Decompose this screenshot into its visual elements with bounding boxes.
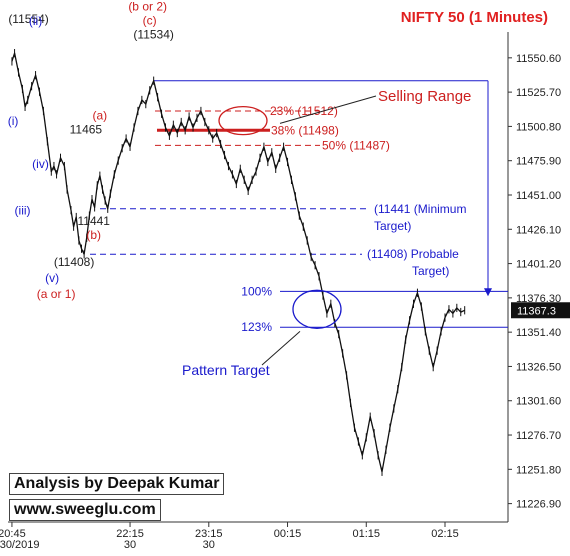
level-label: 123%: [241, 320, 272, 334]
y-tick-label: 11326.50: [516, 361, 561, 373]
x-tick-sublabel: 30: [203, 539, 215, 551]
x-tick-label: 22:15: [116, 528, 144, 540]
annotations: Selling Range Pattern Target: [182, 88, 471, 378]
pattern-target-ellipse: [292, 289, 342, 329]
selling-range-pointer: [279, 95, 377, 124]
wave-label: (11408): [54, 255, 94, 269]
y-tick-label: 11376.30: [516, 293, 561, 305]
pattern-target-label: Pattern Target: [182, 362, 270, 378]
level-label-line2: Target): [412, 264, 449, 278]
level-label: 100%: [241, 284, 272, 298]
analysis-by-label: Analysis by Deepak Kumar: [9, 473, 225, 495]
x-tick-label: 02:15: [431, 528, 459, 540]
selling-range-ellipse: [218, 105, 268, 136]
wave-label: (11554): [8, 12, 48, 26]
y-tick-label: 11351.40: [516, 327, 561, 339]
projection-arrowhead: [484, 288, 492, 297]
wave-label: (iv): [32, 157, 49, 171]
wave-label: (v): [45, 271, 59, 285]
x-tick-label: 20:45: [0, 528, 26, 540]
level-label: 23% (11512): [270, 104, 338, 118]
wave-label: (a or 1): [37, 287, 76, 301]
wave-label: 11441: [77, 214, 110, 228]
wave-label: (b): [86, 228, 101, 242]
y-tick-label: 11401.20: [516, 259, 561, 271]
y-tick-label: 11550.60: [516, 53, 561, 65]
x-tick-sublabel: 09/30/2019: [0, 539, 39, 551]
y-tick-label: 11251.80: [516, 464, 561, 476]
level-label: 38% (11498): [271, 123, 339, 137]
axes: 11550.60 11525.70 11500.80 11475.90 11451.00…: [0, 32, 561, 551]
chart-title: NIFTY 50 (1 Minutes): [401, 9, 548, 26]
wave-label: (b or 2): [128, 0, 167, 14]
x-tick-label: 23:15: [195, 528, 223, 540]
wave-label: (a): [93, 109, 108, 123]
y-tick-label: 11276.70: [516, 430, 561, 442]
wave-label: (c): [143, 14, 157, 28]
price-series: 11367.3: [11, 49, 570, 476]
wave-label: (ii): [29, 14, 42, 28]
y-tick-label: 11451.00: [516, 190, 561, 202]
last-price-box: [511, 302, 570, 319]
x-tick-label: 00:15: [274, 528, 302, 540]
pattern-target-pointer: [261, 330, 301, 366]
level-label-line2: Target): [374, 219, 411, 233]
wave-labels: (11554)(ii) (i) (iv) (iii) (a)11465 11441(b) (…: [8, 0, 174, 301]
website-label: www.sweeglu.com: [9, 499, 161, 521]
wave-label: (i): [8, 114, 19, 128]
level-label: (11441 (Minimum: [374, 202, 466, 216]
y-tick-label: 11525.70: [516, 87, 561, 99]
y-tick-label: 11301.60: [516, 396, 561, 408]
level-label: 50% (11487): [322, 138, 390, 152]
x-tick-label: 01:15: [353, 528, 381, 540]
level-lines: 23% (11512) 38% (11498)50% (11487) (11441 …: [90, 80, 508, 334]
last-price-label: 11367.3: [517, 305, 556, 317]
wave-label: (iii): [15, 203, 31, 217]
y-tick-label: 11226.90: [516, 499, 561, 511]
y-tick-label: 11426.10: [516, 224, 561, 236]
level-label: (11408) Probable: [367, 247, 459, 261]
x-tick-sublabel: 30: [124, 539, 136, 551]
selling-range-label: Selling Range: [378, 88, 471, 105]
y-tick-label: 11475.90: [516, 156, 561, 168]
y-tick-label: 11500.80: [516, 121, 561, 133]
wave-label: 11465: [70, 123, 103, 137]
wave-label: (11534): [133, 28, 173, 42]
